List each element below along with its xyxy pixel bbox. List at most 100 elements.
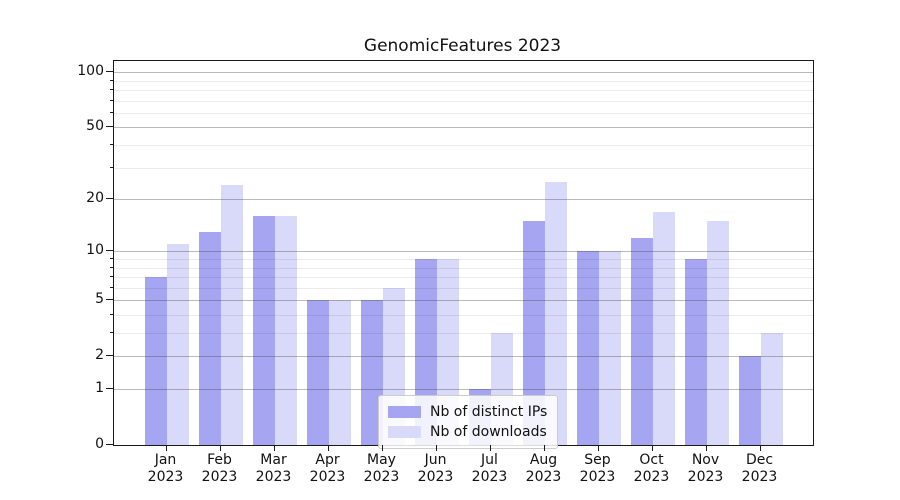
gridline-minor <box>114 112 813 114</box>
x-tick-mark <box>381 445 383 451</box>
bar-downloads <box>544 181 567 445</box>
y-tick-mark-minor <box>110 99 114 101</box>
bar-distinct-ips <box>252 216 275 445</box>
chart-title: GenomicFeatures 2023 <box>363 36 562 56</box>
bar-distinct-ips <box>306 300 329 445</box>
y-tick-mark <box>106 299 114 301</box>
x-tick-month: Sep <box>584 452 611 468</box>
bar-downloads <box>706 221 729 445</box>
plot-area: Nb of distinct IPs Nb of downloads <box>113 60 814 449</box>
x-tick-month: Jul <box>481 452 498 468</box>
x-tick-month: Oct <box>639 452 664 468</box>
gridline-major <box>114 127 813 129</box>
y-tick-mark <box>106 444 114 445</box>
gridline-minor <box>114 315 813 316</box>
x-tick-mark <box>651 445 653 451</box>
x-tick-month: Apr <box>315 452 340 468</box>
bar-downloads <box>760 333 783 445</box>
y-tick-label: 10 <box>86 242 104 259</box>
x-tick-label: Nov 2023 <box>671 452 741 486</box>
x-tick-month: Dec <box>745 452 774 468</box>
gridline-minor <box>114 333 813 334</box>
gridline-minor <box>114 277 813 278</box>
bar-downloads <box>220 185 243 445</box>
gridline-major <box>114 389 813 390</box>
x-tick-mark <box>705 445 707 451</box>
y-tick-mark-minor <box>110 266 114 268</box>
y-tick-label: 100 <box>77 63 104 80</box>
y-tick-label: 20 <box>86 190 104 207</box>
bar-distinct-ips <box>576 251 599 445</box>
x-tick-label: Sep 2023 <box>563 452 633 486</box>
y-tick-mark-minor <box>110 111 114 113</box>
y-tick-mark-minor <box>110 286 114 288</box>
y-tick-mark <box>106 126 114 128</box>
gridline-major <box>114 251 813 253</box>
y-tick-mark <box>106 355 114 357</box>
x-tick-year: 2023 <box>687 469 724 485</box>
y-tick-label: 50 <box>86 118 104 135</box>
bar-distinct-ips <box>198 231 221 445</box>
bar-distinct-ips <box>522 221 545 445</box>
y-tick-label: 5 <box>95 291 104 308</box>
gridline-minor <box>114 287 813 289</box>
gridline-minor <box>114 145 813 146</box>
gridline-minor <box>114 100 813 102</box>
x-tick-label: Jan 2023 <box>131 452 201 486</box>
bar-distinct-ips <box>144 277 167 445</box>
x-tick-year: 2023 <box>741 469 778 485</box>
x-tick-month: Feb <box>207 452 232 468</box>
legend-label: Nb of downloads <box>430 424 547 440</box>
x-tick-label: May 2023 <box>347 452 417 486</box>
x-tick-label: Aug 2023 <box>509 452 579 486</box>
x-tick-year: 2023 <box>633 469 670 485</box>
x-tick-label: Feb 2023 <box>185 452 255 486</box>
bar-distinct-ips <box>630 237 653 445</box>
x-tick-year: 2023 <box>471 469 508 485</box>
x-tick-mark <box>597 445 599 451</box>
x-tick-month: Jan <box>154 452 177 468</box>
legend-row: Nb of downloads <box>388 422 547 442</box>
y-tick-mark-minor <box>110 89 114 90</box>
x-tick-mark <box>543 445 545 451</box>
gridline-minor <box>114 90 813 91</box>
y-tick-mark-minor <box>110 144 114 145</box>
x-tick-year: 2023 <box>363 469 400 485</box>
bar-downloads <box>652 211 675 445</box>
bar-downloads <box>328 300 351 445</box>
legend: Nb of distinct IPs Nb of downloads <box>378 395 559 449</box>
legend-swatch-distinct-ips <box>388 406 421 418</box>
y-tick-mark <box>106 388 114 389</box>
x-tick-year: 2023 <box>417 469 454 485</box>
x-tick-year: 2023 <box>525 469 562 485</box>
y-tick-mark-minor <box>110 276 114 277</box>
x-tick-label: Apr 2023 <box>293 452 363 486</box>
y-tick-mark-minor <box>110 258 114 259</box>
legend-row: Nb of distinct IPs <box>388 402 547 422</box>
x-tick-mark <box>219 445 221 451</box>
y-tick-mark-minor <box>110 79 114 81</box>
y-tick-mark <box>106 198 114 200</box>
x-tick-year: 2023 <box>201 469 238 485</box>
y-tick-label: 2 <box>95 347 104 364</box>
x-tick-year: 2023 <box>309 469 346 485</box>
x-tick-label: Jul 2023 <box>455 452 525 486</box>
gridline-major <box>114 356 813 358</box>
x-tick-mark <box>489 445 491 451</box>
y-tick-mark-minor <box>110 166 114 168</box>
x-tick-label: Mar 2023 <box>239 452 309 486</box>
x-tick-month: Aug <box>529 452 558 468</box>
x-tick-year: 2023 <box>255 469 292 485</box>
x-tick-mark <box>165 445 167 451</box>
y-tick-mark <box>106 71 114 73</box>
legend-label: Nb of distinct IPs <box>430 404 548 420</box>
gridline-major <box>114 72 813 74</box>
x-tick-month: Mar <box>260 452 287 468</box>
gridline-minor <box>114 80 813 82</box>
bar-downloads <box>274 216 297 445</box>
legend-swatch-downloads <box>388 426 421 438</box>
x-tick-month: May <box>367 452 396 468</box>
y-tick-label: 0 <box>95 436 104 452</box>
x-tick-label: Oct 2023 <box>617 452 687 486</box>
